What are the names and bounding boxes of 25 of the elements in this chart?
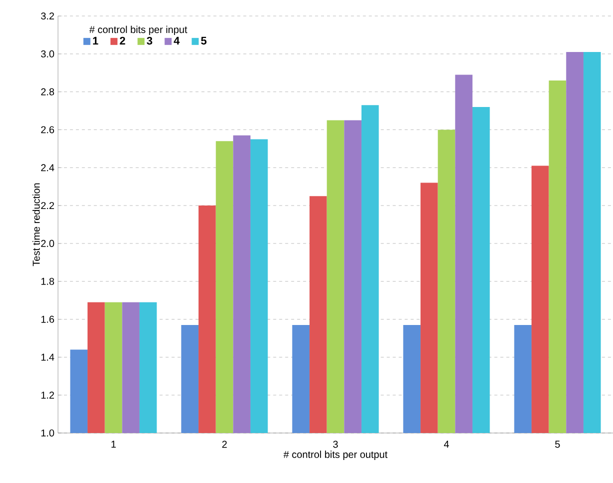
y-tick-label: 3.2	[41, 12, 54, 20]
x-tick-label: 4	[444, 440, 449, 448]
y-tick-label: 1.8	[41, 278, 54, 285]
y-tick-label: 1.0	[41, 429, 54, 437]
y-tick-label: 1.2	[41, 392, 54, 399]
x-tick-label: 2	[222, 440, 227, 448]
legend-title: # control bits per input	[89, 26, 188, 36]
y-tick-label: 1.4	[41, 354, 54, 361]
legend-label: 5	[201, 36, 206, 45]
y-tick-label: 2.8	[41, 88, 54, 96]
legend-label: 4	[174, 36, 180, 44]
y-tick-label: 2.6	[41, 126, 54, 134]
legend-label: 1	[93, 36, 98, 44]
y-axis-title: Test time reduction	[32, 183, 40, 266]
y-tick-label: 2.2	[41, 202, 54, 210]
x-tick-label: 1	[111, 440, 116, 448]
x-axis-title: # control bits per output	[283, 450, 388, 460]
legend-label: 2	[120, 36, 126, 45]
legend-label: 3	[146, 36, 152, 45]
x-tick-label: 3	[333, 440, 338, 448]
y-tick-label: 3.0	[41, 50, 54, 58]
y-tick-label: 2.4	[41, 164, 54, 172]
y-tick-label: 1.6	[41, 316, 54, 323]
x-tick-label: 5	[555, 440, 560, 448]
y-tick-label: 2.0	[41, 240, 54, 247]
